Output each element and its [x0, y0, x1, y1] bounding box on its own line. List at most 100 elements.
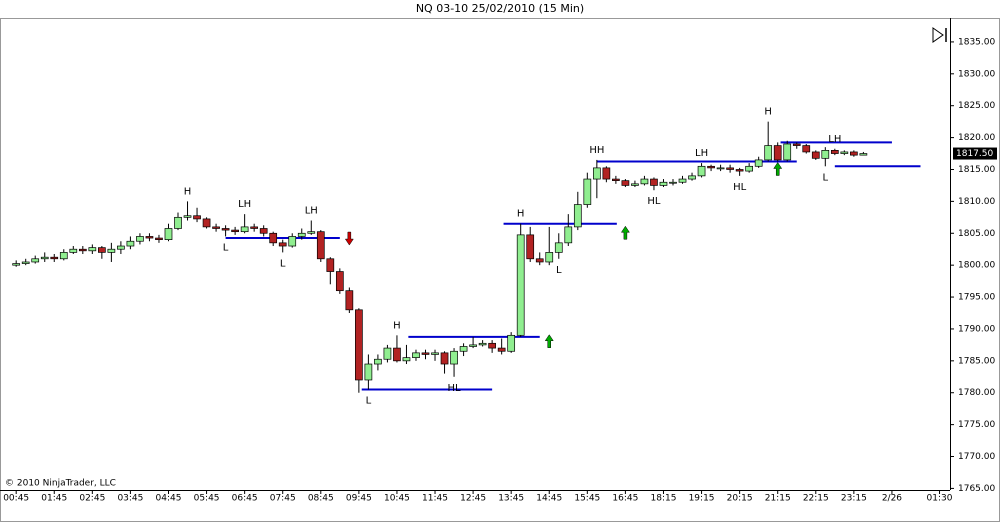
candle-body — [688, 175, 696, 180]
swing-label: LH — [828, 134, 841, 145]
candle-body — [259, 228, 268, 234]
signal-arrow — [620, 225, 630, 240]
candle-body — [612, 178, 620, 181]
y-tick-label: 1795.00 — [958, 293, 995, 303]
candle-body — [497, 347, 506, 352]
y-tick-label: 1775.00 — [958, 420, 995, 430]
swing-label: HL — [647, 196, 661, 207]
candle-body — [145, 236, 154, 239]
candle-body — [469, 344, 477, 347]
candle-body — [802, 145, 811, 153]
candle-body — [573, 204, 582, 228]
x-tick-label: 21:15 — [765, 494, 791, 504]
candle-body — [859, 153, 868, 156]
candle-body — [554, 242, 563, 253]
swing-label: HH — [589, 145, 604, 156]
y-tick-label: 1765.00 — [958, 484, 995, 494]
candle-body — [659, 181, 668, 186]
candle-body — [621, 180, 630, 186]
candle-body — [459, 346, 468, 352]
candle-body — [31, 258, 40, 263]
y-tick-label: 1780.00 — [958, 388, 995, 398]
candle-body — [640, 178, 649, 185]
candle-body — [678, 178, 687, 183]
x-tick-label: 00:45 — [3, 494, 29, 504]
candle-body — [155, 237, 163, 240]
signal-arrow — [773, 162, 783, 176]
candle-body — [735, 169, 744, 172]
x-tick-label: 01:30 — [927, 494, 953, 504]
candle-body — [107, 248, 116, 253]
swing-label: L — [280, 258, 286, 269]
candle-body — [174, 216, 182, 229]
candle-body — [440, 352, 449, 365]
x-tick-label: 19:15 — [689, 494, 715, 504]
x-tick-label: 04:45 — [156, 494, 182, 504]
x-tick-label: 06:45 — [232, 494, 258, 504]
y-tick-label: 1770.00 — [958, 452, 995, 462]
y-tick-label: 1815.00 — [958, 165, 995, 175]
candle-body — [583, 178, 592, 205]
candle-body — [335, 271, 344, 292]
candle-body — [754, 159, 763, 167]
candle-body — [840, 151, 849, 154]
y-tick-label: 1785.00 — [958, 356, 995, 366]
candle-body — [431, 352, 439, 355]
x-tick-label: 07:45 — [270, 494, 296, 504]
x-tick-label: 20:15 — [727, 494, 753, 504]
y-tick-label: 1805.00 — [958, 229, 995, 239]
icon-triangle — [932, 27, 944, 43]
candle-body — [716, 167, 725, 170]
candle-body — [136, 236, 144, 242]
candle-body — [507, 334, 516, 352]
candle-body — [212, 226, 220, 229]
swing-label: H — [764, 107, 772, 118]
candle-body — [516, 234, 525, 336]
candle-body — [478, 342, 487, 346]
x-tick-label: 10:45 — [384, 494, 410, 504]
candle-body — [383, 347, 392, 360]
candle-body — [488, 342, 496, 349]
candle-body — [88, 247, 97, 252]
candle-body — [50, 256, 59, 260]
candle-body — [288, 236, 297, 247]
swing-label: LH — [695, 148, 708, 159]
candle-body — [278, 242, 287, 247]
candle-body — [545, 252, 554, 263]
swing-label: H — [517, 209, 525, 220]
candle-body — [307, 231, 316, 234]
candle-body — [59, 252, 68, 260]
candle-body — [669, 181, 677, 184]
x-tick-label: 05:45 — [194, 494, 220, 504]
candle-body — [69, 248, 78, 253]
candle-body — [374, 358, 382, 365]
swing-label: L — [823, 172, 829, 183]
scroll-end-icon[interactable] — [932, 27, 947, 43]
candle-body — [535, 258, 544, 263]
candle-body — [183, 215, 192, 218]
x-tick-label: 14:45 — [536, 494, 562, 504]
candle-body — [707, 165, 715, 169]
candle-body — [250, 226, 259, 229]
candle-body — [78, 248, 87, 252]
y-tick-label: 1830.00 — [958, 69, 995, 79]
candle-body — [792, 143, 801, 146]
candle-body — [345, 290, 354, 311]
candle-body — [326, 258, 335, 272]
candle-body — [745, 165, 753, 172]
candle-body — [269, 232, 278, 244]
x-tick-label: 03:45 — [117, 494, 143, 504]
y-tick-label: 1810.00 — [958, 197, 995, 207]
candle-body — [726, 167, 734, 170]
candle-body — [240, 226, 249, 233]
copyright: © 2010 NinjaTrader, LLC — [5, 479, 116, 489]
candle-body — [602, 167, 611, 180]
swing-label: L — [556, 265, 562, 276]
x-tick-label: 08:45 — [308, 494, 334, 504]
candle-body — [393, 347, 401, 362]
candle-body — [231, 229, 239, 233]
x-tick-label: 12:45 — [460, 494, 486, 504]
candle-body — [811, 151, 820, 159]
x-tick-label: 13:45 — [498, 494, 524, 504]
